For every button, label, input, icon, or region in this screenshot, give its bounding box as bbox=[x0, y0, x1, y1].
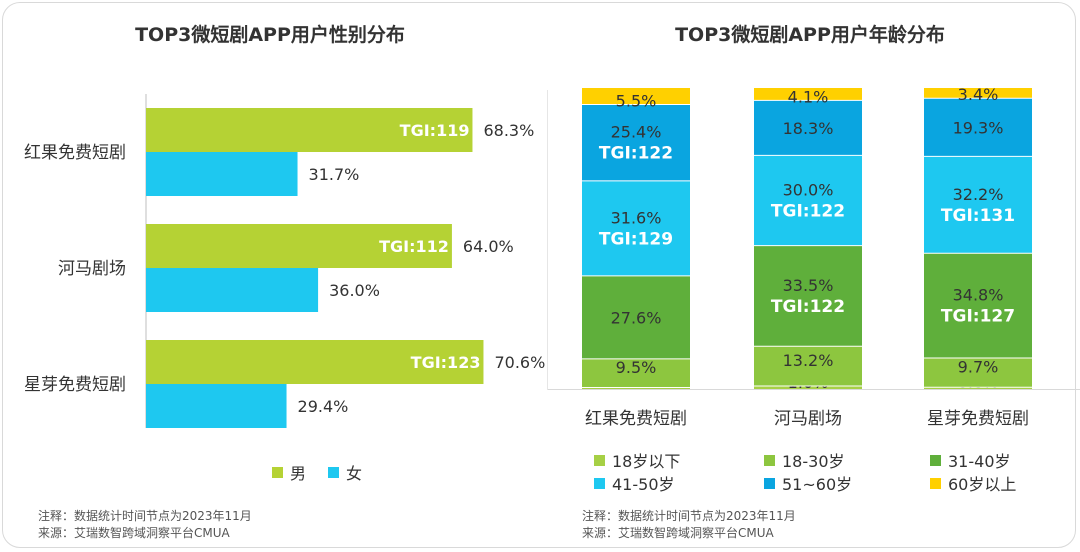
tgi-label: TGI:131 bbox=[941, 206, 1015, 226]
seg-41-50 bbox=[754, 155, 862, 246]
value-label: 31.7% bbox=[309, 165, 360, 184]
bar-male bbox=[146, 108, 473, 152]
category-label: 星芽免费短剧 bbox=[24, 375, 126, 395]
legend-item-31-40: 31-40岁 bbox=[930, 448, 1011, 472]
legend-label-male: 男 bbox=[290, 464, 307, 483]
legend-swatch bbox=[764, 454, 775, 466]
value-label: 25.4% bbox=[611, 123, 662, 142]
seg-60plus bbox=[924, 88, 1032, 99]
value-label: 29.4% bbox=[298, 397, 349, 416]
value-label: 34.8% bbox=[953, 286, 1004, 305]
seg-41-50 bbox=[924, 156, 1032, 254]
bar-female bbox=[146, 268, 319, 312]
value-label: 9.5% bbox=[616, 358, 657, 377]
legend-swatch bbox=[930, 477, 941, 489]
legend-swatch bbox=[930, 454, 941, 466]
category-label: 星芽免费短剧 bbox=[927, 409, 1029, 429]
seg-31-40 bbox=[754, 245, 862, 347]
bar-male bbox=[146, 340, 484, 384]
seg-51-60 bbox=[754, 100, 862, 156]
legend-label: 41-50岁 bbox=[612, 475, 675, 494]
value-label: 9.7% bbox=[958, 358, 999, 377]
tgi-label: TGI:122 bbox=[599, 144, 673, 164]
legend-swatch-female bbox=[328, 466, 339, 478]
value-label: 30.0% bbox=[783, 180, 834, 199]
value-label: 64.0% bbox=[463, 237, 514, 256]
tgi-label: TGI:127 bbox=[941, 307, 1015, 327]
legend-label: 31-40岁 bbox=[948, 452, 1011, 471]
value-label: 31.6% bbox=[611, 208, 662, 227]
value-label: 4.1% bbox=[788, 87, 829, 106]
category-label: 红果免费短剧 bbox=[24, 143, 126, 163]
age-source-text: 来源：艾瑞数智跨域洞察平台CMUA bbox=[582, 526, 774, 540]
value-label: 3.4% bbox=[958, 85, 999, 104]
seg-51-60 bbox=[582, 104, 690, 181]
seg-60plus bbox=[582, 88, 690, 105]
legend-label: 60岁以上 bbox=[948, 475, 1017, 494]
age-chart-title: TOP3微短剧APP用户年龄分布 bbox=[675, 24, 945, 46]
legend-swatch bbox=[594, 454, 605, 466]
seg-under18 bbox=[924, 387, 1032, 389]
age-notes: 注释：数据统计时间节点为2023年11月 来源：艾瑞数智跨域洞察平台CMUA bbox=[582, 508, 796, 542]
gender-note-text: 注释：数据统计时间节点为2023年11月 bbox=[38, 509, 252, 523]
age-chart: 0.5%9.5%27.6%31.6%TGI:12925.4%TGI:1225.5… bbox=[548, 85, 1080, 429]
seg-under18 bbox=[582, 387, 690, 389]
legend-label: 18-30岁 bbox=[782, 452, 845, 471]
chart-divider bbox=[547, 90, 548, 390]
legend-item-female: 女 bbox=[328, 460, 362, 484]
tgi-label: TGI:119 bbox=[400, 121, 470, 140]
tgi-label: TGI:112 bbox=[379, 237, 449, 256]
value-label: 33.5% bbox=[783, 276, 834, 295]
seg-51-60 bbox=[924, 98, 1032, 157]
legend-item-18-30: 18-30岁 bbox=[764, 448, 845, 472]
bar-female bbox=[146, 152, 298, 196]
seg-31-40 bbox=[582, 275, 690, 359]
age-note-text: 注释：数据统计时间节点为2023年11月 bbox=[582, 509, 796, 523]
legend-label-female: 女 bbox=[346, 464, 363, 483]
legend-item-51-60: 51~60岁 bbox=[764, 471, 852, 495]
tgi-label: TGI:129 bbox=[599, 229, 673, 249]
gender-source-text: 来源：艾瑞数智跨域洞察平台CMUA bbox=[38, 526, 230, 540]
legend-swatch bbox=[594, 477, 605, 489]
tgi-label: TGI:122 bbox=[771, 297, 845, 317]
seg-18-30 bbox=[582, 358, 690, 388]
value-label: 5.5% bbox=[616, 92, 657, 111]
legend-item-60plus: 60岁以上 bbox=[930, 471, 1016, 495]
value-label: 19.3% bbox=[953, 118, 1004, 137]
gender-chart-title: TOP3微短剧APP用户性别分布 bbox=[135, 24, 405, 46]
category-label: 红果免费短剧 bbox=[585, 409, 687, 429]
value-label: 32.2% bbox=[953, 185, 1004, 204]
legend-label: 51~60岁 bbox=[782, 475, 853, 494]
seg-60plus bbox=[754, 88, 862, 101]
legend-label: 18岁以下 bbox=[612, 452, 681, 471]
value-label: 27.6% bbox=[611, 308, 662, 327]
legend-item-under18: 18岁以下 bbox=[594, 448, 680, 472]
bar-male bbox=[146, 224, 452, 268]
tgi-label: TGI:122 bbox=[771, 201, 845, 221]
value-label: 36.0% bbox=[329, 281, 380, 300]
category-label: 河马剧场 bbox=[774, 409, 842, 429]
seg-41-50 bbox=[582, 180, 690, 276]
legend-swatch-male bbox=[272, 466, 283, 478]
tgi-label: TGI:123 bbox=[411, 353, 481, 372]
category-label: 河马剧场 bbox=[58, 259, 126, 279]
legend-swatch bbox=[764, 477, 775, 489]
value-label: 18.3% bbox=[783, 119, 834, 138]
seg-under18 bbox=[754, 385, 862, 389]
gender-chart: 红果免费短剧 68.3% TGI:119 31.7% 河马剧场 64.0% TGI:112 3… bbox=[24, 94, 545, 428]
gender-notes: 注释：数据统计时间节点为2023年11月 来源：艾瑞数智跨域洞察平台CMUA bbox=[38, 508, 252, 542]
value-label: 68.3% bbox=[483, 121, 534, 140]
seg-31-40 bbox=[924, 253, 1032, 358]
legend-item-male: 男 bbox=[272, 460, 306, 484]
value-label: 70.6% bbox=[494, 353, 545, 372]
legend-item-41-50: 41-50岁 bbox=[594, 471, 675, 495]
bar-female bbox=[146, 384, 287, 428]
value-label: 13.2% bbox=[783, 351, 834, 370]
seg-18-30 bbox=[754, 346, 862, 386]
seg-18-30 bbox=[924, 357, 1032, 388]
